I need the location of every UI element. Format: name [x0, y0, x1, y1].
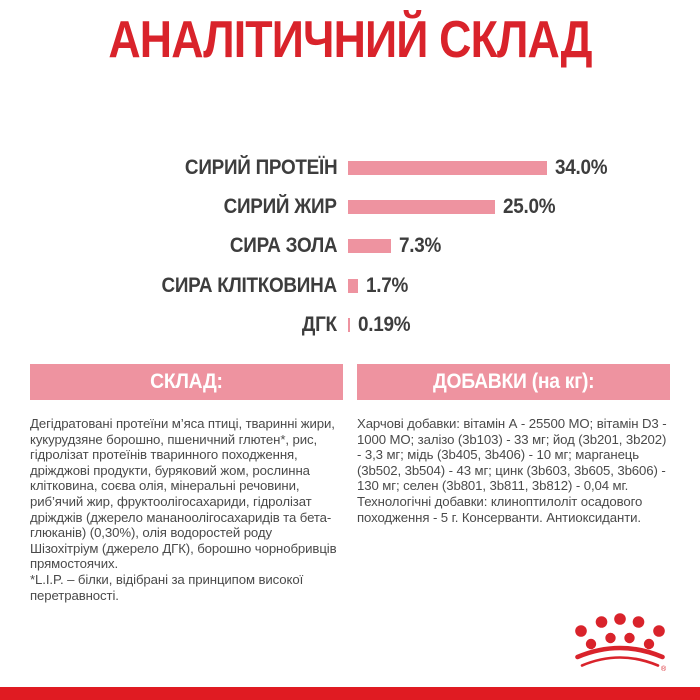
chart-category-label: СИРИЙ ПРОТЕЇН	[184, 155, 338, 179]
analytical-composition-bar-chart: СИРИЙ ПРОТЕЇН 34.0% СИРИЙ ЖИР 25.0% СИРА…	[0, 148, 700, 345]
chart-bar	[348, 318, 350, 333]
chart-row: ДГК 0.19%	[0, 306, 700, 345]
chart-value-label: 7.3%	[398, 234, 441, 258]
chart-bar	[348, 239, 391, 254]
chart-value-label: 34.0%	[555, 155, 608, 179]
chart-row: СИРИЙ ПРОТЕЇН 34.0%	[0, 148, 700, 187]
chart-value-label: 0.19%	[358, 313, 411, 337]
composition-text: Дегідратовані протеїни м’яса птиці, твар…	[30, 416, 337, 572]
additives-header: ДОБАВКИ (на кг):	[357, 364, 670, 400]
chart-category-label: СИРА КЛІТКОВИНА	[161, 273, 338, 297]
composition-section: СКЛАД: Дегідратовані протеїни м’яса птиц…	[30, 364, 343, 603]
chart-bar	[348, 160, 548, 175]
bottom-red-bar	[0, 687, 700, 700]
registered-mark: ®	[661, 665, 667, 673]
chart-value-label: 25.0%	[502, 195, 556, 219]
chart-category-label: СИРА ЗОЛА	[229, 234, 338, 258]
page-title: АНАЛІТИЧНИЙ СКЛАД	[108, 11, 592, 69]
additives-section: ДОБАВКИ (на кг): Харчові добавки: вітамі…	[357, 364, 670, 525]
lip-note: *L.I.P. – білки, відібрані за принципом …	[30, 571, 304, 603]
chart-category-label: ДГК	[302, 313, 337, 337]
composition-header: СКЛАД:	[30, 364, 343, 400]
chart-bar	[348, 200, 495, 215]
additives-text: Харчові добавки: вітамін А - 25500 МО; в…	[357, 416, 667, 525]
chart-category-label: СИРИЙ ЖИР	[223, 195, 337, 219]
chart-row: СИРА КЛІТКОВИНА 1.7%	[0, 266, 700, 305]
chart-row: СИРА ЗОЛА 7.3%	[0, 227, 700, 266]
chart-row: СИРИЙ ЖИР 25.0%	[0, 187, 700, 226]
chart-bar	[348, 278, 358, 293]
royal-canin-crown-icon: ®	[572, 612, 668, 674]
chart-value-label: 1.7%	[365, 273, 408, 297]
